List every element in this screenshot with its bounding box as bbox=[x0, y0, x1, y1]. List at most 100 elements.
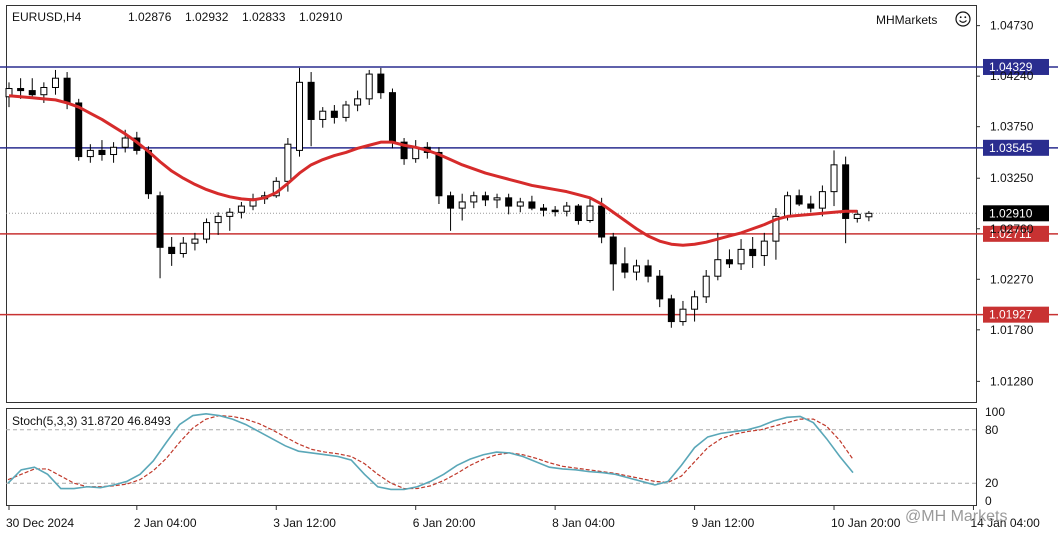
ohlc-open: 1.02876 bbox=[128, 10, 172, 24]
bull-candle bbox=[226, 211, 234, 217]
bull-candle bbox=[296, 81, 303, 151]
bull-candle bbox=[214, 215, 222, 224]
bull-candle bbox=[51, 77, 59, 88]
bear-candle bbox=[28, 90, 36, 96]
bear-candle bbox=[481, 195, 489, 201]
current-price-tag bbox=[983, 205, 1049, 222]
level-price-label: 1.04329 bbox=[989, 60, 1033, 74]
bull-candle bbox=[179, 242, 187, 255]
ohlc-low: 1.02833 bbox=[242, 10, 286, 24]
bear-candle bbox=[75, 102, 83, 158]
bull-candle bbox=[737, 248, 745, 265]
bull-candle bbox=[679, 308, 687, 323]
price-tick-label: 1.02760 bbox=[990, 222, 1034, 236]
moving-average-line bbox=[8, 94, 858, 247]
watermark: @MH Markets bbox=[905, 508, 1007, 525]
price-tick-label: 1.04730 bbox=[990, 19, 1034, 33]
bull-candle bbox=[319, 110, 327, 120]
bull-candle bbox=[818, 191, 826, 209]
level-price-label: 1.03545 bbox=[989, 141, 1033, 155]
level-price-tag bbox=[983, 306, 1049, 323]
stoch-signal-line bbox=[7, 414, 854, 490]
bear-candle bbox=[307, 81, 315, 120]
stoch-tick-label: 0 bbox=[985, 494, 992, 508]
bull-candle bbox=[365, 73, 373, 100]
bull-candle bbox=[865, 212, 873, 218]
bull-candle bbox=[563, 205, 571, 212]
candles-layer bbox=[5, 67, 873, 328]
bull-candle bbox=[830, 164, 838, 193]
bull-candle bbox=[714, 259, 722, 277]
stoch-title: Stoch(5,3,3) 31.8720 46.8493 bbox=[12, 414, 171, 428]
levels-layer: 1.04329 1.03545 1.02711 1.01927 1.02910 bbox=[0, 58, 1058, 323]
bull-candle bbox=[121, 137, 129, 148]
level-price-tag bbox=[983, 139, 1049, 156]
bear-candle bbox=[156, 195, 164, 248]
symbol-label: EURUSD,H4 bbox=[12, 10, 82, 24]
price-tick-label: 1.02270 bbox=[990, 272, 1034, 286]
bull-candle bbox=[493, 197, 501, 201]
bear-candle bbox=[168, 246, 176, 255]
time-tick-label: 3 Jan 12:00 bbox=[273, 516, 336, 530]
bull-candle bbox=[784, 195, 792, 217]
time-axis: 30 Dec 2024 2 Jan 04:00 3 Jan 12:00 6 Jan 2… bbox=[6, 505, 1040, 530]
smiley-icon bbox=[955, 11, 971, 27]
bull-candle bbox=[191, 238, 199, 244]
bear-candle bbox=[656, 275, 664, 300]
bull-candle bbox=[632, 265, 640, 273]
time-tick-label: 14 Jan 04:00 bbox=[970, 516, 1040, 530]
price-axis: 1.04730 1.04240 1.03750 1.03250 1.02760 1.022… bbox=[976, 19, 1034, 388]
ma-layer bbox=[8, 94, 858, 247]
bull-candle bbox=[342, 104, 350, 118]
bull-candle bbox=[86, 149, 94, 158]
time-tick-label: 6 Jan 20:00 bbox=[413, 516, 476, 530]
bull-candle bbox=[458, 201, 466, 209]
bear-candle bbox=[17, 88, 25, 92]
bull-candle bbox=[470, 195, 478, 203]
price-tick-label: 1.03250 bbox=[990, 171, 1034, 185]
bear-candle bbox=[505, 197, 513, 207]
bear-candle bbox=[749, 248, 757, 257]
stoch-tick-label: 80 bbox=[985, 423, 999, 437]
price-tick-label: 1.03750 bbox=[990, 120, 1034, 134]
bull-candle bbox=[772, 215, 780, 242]
price-tick-label: 1.04240 bbox=[990, 69, 1034, 83]
price-tick-label: 1.01780 bbox=[990, 323, 1034, 337]
time-tick-label: 10 Jan 20:00 bbox=[831, 516, 901, 530]
bear-candle bbox=[63, 77, 71, 104]
bull-candle bbox=[691, 296, 699, 310]
bear-candle bbox=[598, 205, 606, 238]
level-price-tag bbox=[983, 225, 1049, 242]
time-tick-label: 30 Dec 2024 bbox=[6, 516, 74, 530]
bear-candle bbox=[725, 259, 733, 265]
bull-candle bbox=[40, 86, 48, 96]
level-price-label: 1.01927 bbox=[989, 308, 1033, 322]
bear-candle bbox=[435, 151, 443, 197]
bear-candle bbox=[644, 265, 652, 277]
level-price-tag bbox=[983, 58, 1049, 75]
bear-candle bbox=[807, 203, 815, 209]
bear-candle bbox=[667, 298, 675, 323]
stoch-tick-label: 20 bbox=[985, 476, 999, 490]
current-price-label: 1.02910 bbox=[989, 206, 1033, 220]
main-plot-frame bbox=[6, 5, 977, 403]
bear-candle bbox=[621, 263, 629, 273]
bear-candle bbox=[795, 195, 803, 205]
ohlc-high: 1.02932 bbox=[185, 10, 229, 24]
level-price-label: 1.02711 bbox=[989, 227, 1032, 241]
bull-candle bbox=[237, 205, 245, 213]
bear-candle bbox=[574, 205, 582, 222]
bull-candle bbox=[702, 275, 710, 298]
bull-candle bbox=[110, 146, 118, 156]
stoch-tick-label: 100 bbox=[985, 405, 1005, 419]
bull-candle bbox=[586, 205, 594, 222]
bear-candle bbox=[528, 201, 536, 209]
time-tick-label: 2 Jan 04:00 bbox=[134, 516, 197, 530]
bull-candle bbox=[760, 240, 768, 257]
bear-candle bbox=[98, 149, 106, 156]
bear-candle bbox=[388, 92, 396, 143]
time-tick-label: 8 Jan 04:00 bbox=[552, 516, 615, 530]
bear-candle bbox=[540, 207, 548, 211]
